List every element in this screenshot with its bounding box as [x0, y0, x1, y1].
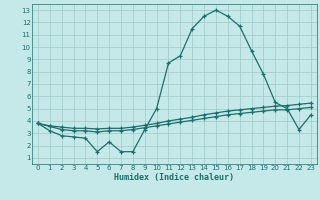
X-axis label: Humidex (Indice chaleur): Humidex (Indice chaleur)	[115, 173, 234, 182]
